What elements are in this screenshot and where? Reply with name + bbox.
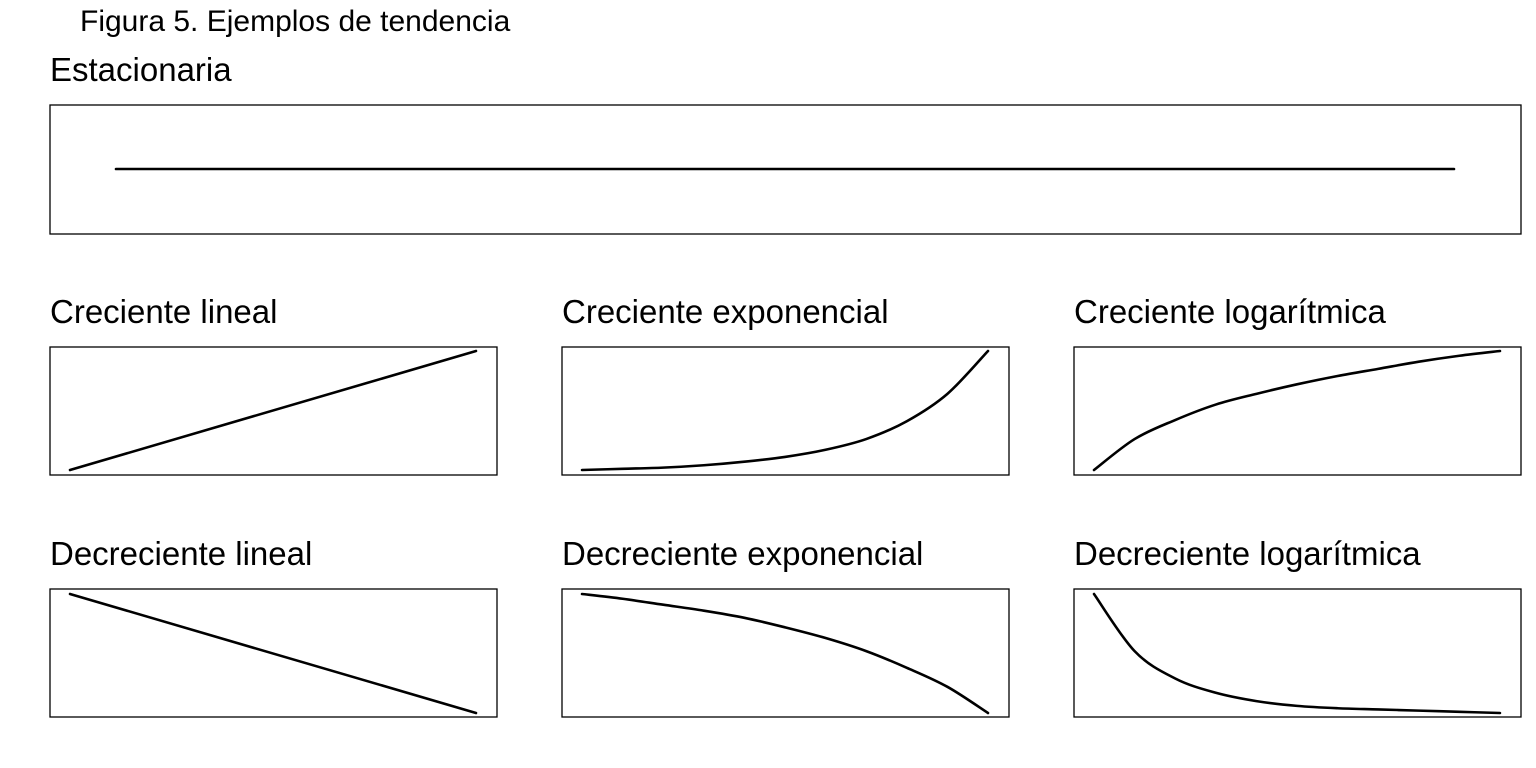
panel-title-creciente-lineal: Creciente lineal: [50, 293, 278, 330]
panel-frame: [561, 346, 1010, 476]
trend-line: [1092, 592, 1502, 715]
panel-frame: [561, 588, 1010, 718]
chart-creciente-logaritmica: [1073, 346, 1522, 476]
trend-line: [68, 349, 478, 472]
panel-title-decreciente-lineal: Decreciente lineal: [50, 535, 313, 572]
trend-line: [580, 349, 990, 472]
chart-creciente-exponencial: [561, 346, 1010, 476]
panel-title-creciente-logaritmica: Creciente logarítmica: [1074, 293, 1386, 330]
panel-title-estacionaria: Estacionaria: [50, 51, 232, 88]
panel-frame: [1073, 588, 1522, 718]
figure-title: Figura 5. Ejemplos de tendencia: [80, 5, 511, 38]
panel-title-creciente-exponencial: Creciente exponencial: [562, 293, 889, 330]
chart-creciente-lineal: [49, 346, 498, 476]
panel-frame: [1073, 346, 1522, 476]
chart-estacionaria: [49, 104, 1522, 235]
chart-decreciente-lineal: [49, 588, 498, 718]
trend-line: [1092, 349, 1502, 472]
trend-line: [68, 592, 478, 715]
chart-decreciente-logaritmica: [1073, 588, 1522, 718]
panel-title-decreciente-exponencial: Decreciente exponencial: [562, 535, 924, 572]
chart-decreciente-exponencial: [561, 588, 1010, 718]
trend-line: [580, 592, 990, 715]
panel-title-decreciente-logaritmica: Decreciente logarítmica: [1074, 535, 1421, 572]
